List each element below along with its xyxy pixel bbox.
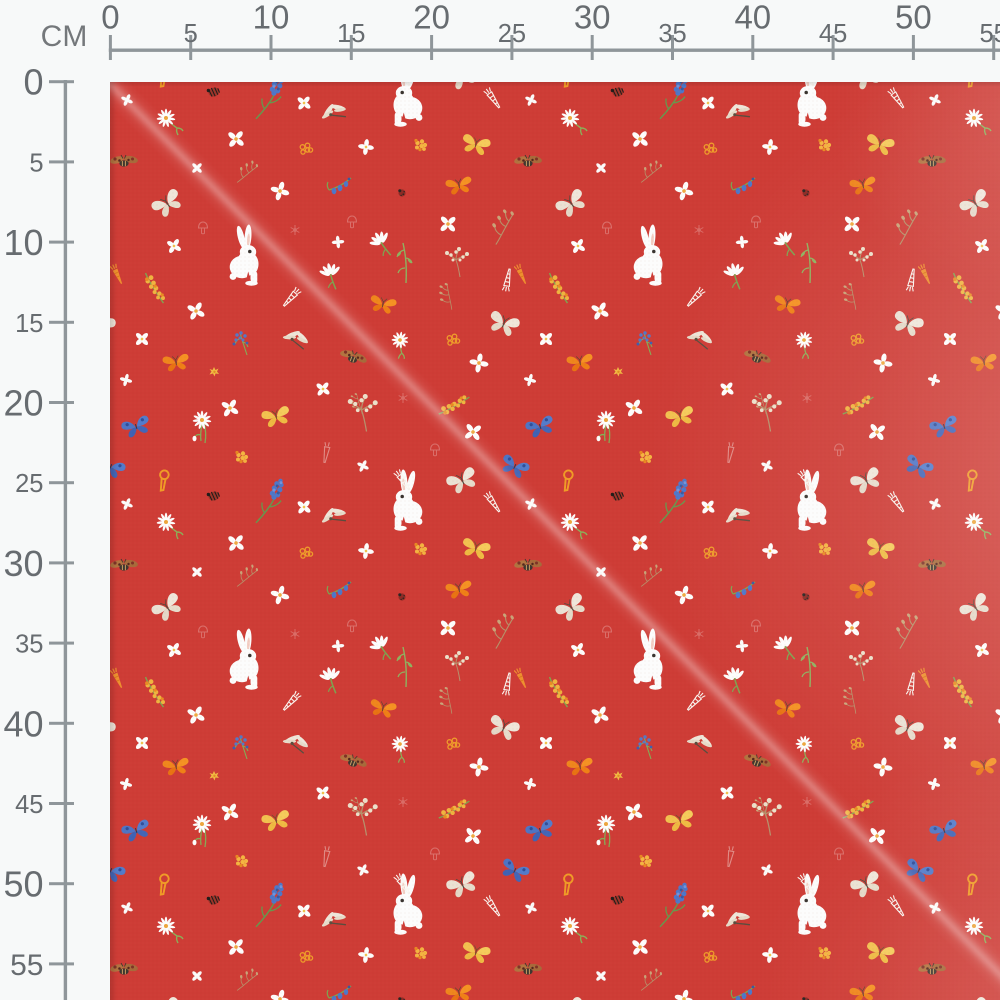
- svg-text:35: 35: [15, 631, 43, 659]
- svg-text:25: 25: [498, 20, 526, 48]
- svg-text:35: 35: [658, 20, 686, 48]
- svg-text:5: 5: [29, 149, 43, 177]
- svg-text:10: 10: [253, 0, 290, 36]
- svg-text:40: 40: [3, 703, 43, 744]
- svg-text:20: 20: [413, 0, 450, 36]
- svg-text:15: 15: [337, 20, 365, 48]
- svg-text:40: 40: [734, 0, 771, 36]
- svg-text:25: 25: [15, 470, 43, 498]
- svg-text:30: 30: [574, 0, 611, 36]
- svg-text:50: 50: [895, 0, 932, 36]
- svg-text:50: 50: [3, 864, 43, 905]
- svg-text:20: 20: [3, 383, 43, 424]
- svg-text:55: 55: [10, 949, 43, 982]
- svg-text:0: 0: [101, 0, 119, 36]
- svg-text:45: 45: [15, 791, 43, 819]
- svg-text:15: 15: [15, 310, 43, 338]
- svg-text:0: 0: [23, 62, 43, 103]
- svg-text:55: 55: [980, 20, 1000, 48]
- svg-text:CM: CM: [41, 20, 88, 53]
- svg-text:30: 30: [3, 543, 43, 584]
- svg-text:10: 10: [3, 222, 43, 263]
- svg-text:5: 5: [184, 20, 198, 48]
- svg-text:45: 45: [819, 20, 847, 48]
